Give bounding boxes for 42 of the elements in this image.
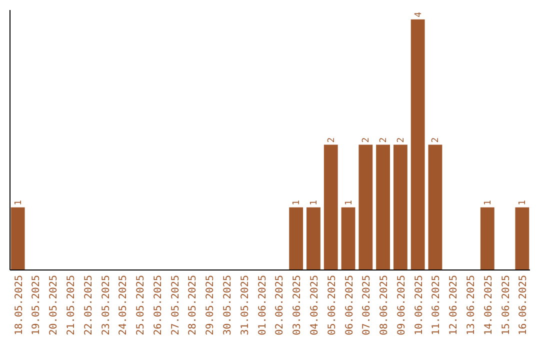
x-tick-label: 06.06.2025 bbox=[344, 275, 356, 336]
x-tick-label: 08.06.2025 bbox=[379, 275, 390, 336]
x-tick-label: 25.05.2025 bbox=[136, 275, 147, 336]
data-label: 1 bbox=[292, 200, 302, 206]
x-tick-label: 18.05.2025 bbox=[14, 275, 25, 336]
data-label: 2 bbox=[396, 137, 406, 143]
data-label: 1 bbox=[309, 200, 320, 206]
x-tick-label: 12.06.2025 bbox=[448, 275, 460, 336]
x-tick-label: 16.06.2025 bbox=[518, 275, 530, 336]
x-tick-label: 10.06.2025 bbox=[414, 275, 425, 336]
data-label: 2 bbox=[379, 137, 390, 143]
x-tick-label: 29.05.2025 bbox=[205, 275, 216, 336]
x-tick-label: 01.06.2025 bbox=[257, 275, 268, 336]
x-tick-label: 28.05.2025 bbox=[188, 275, 199, 336]
x-tick-label: 20.05.2025 bbox=[48, 275, 60, 336]
data-label: 2 bbox=[362, 137, 372, 143]
x-tick-label: 07.06.2025 bbox=[362, 275, 373, 336]
x-tick-label: 14.06.2025 bbox=[483, 275, 494, 336]
x-tick-label: 03.06.2025 bbox=[292, 275, 304, 336]
x-tick-label: 13.06.2025 bbox=[466, 275, 477, 336]
x-tick-label: 23.05.2025 bbox=[100, 275, 112, 336]
x-tick-label: 21.05.2025 bbox=[66, 275, 77, 336]
x-tick-label: 27.05.2025 bbox=[170, 275, 182, 336]
x-tick-label: 30.05.2025 bbox=[222, 275, 234, 336]
data-label: 4 bbox=[414, 12, 424, 18]
x-tick-label: 31.05.2025 bbox=[240, 275, 251, 336]
data-label: 1 bbox=[344, 200, 354, 206]
x-tick-label: 11.06.2025 bbox=[431, 275, 442, 336]
data-label: 2 bbox=[431, 137, 442, 143]
data-label: 2 bbox=[326, 137, 337, 143]
x-tick-label: 09.06.2025 bbox=[396, 275, 408, 336]
x-tick-label: 02.06.2025 bbox=[274, 275, 286, 336]
x-tick-label: 26.05.2025 bbox=[152, 275, 164, 336]
x-tick-label: 24.05.2025 bbox=[118, 275, 130, 336]
data-label: 1 bbox=[14, 200, 24, 206]
x-tick-label: 22.05.2025 bbox=[83, 275, 94, 336]
x-tick-label: 05.06.2025 bbox=[326, 275, 338, 336]
x-tick-label: 19.05.2025 bbox=[31, 275, 42, 336]
x-tick-label: 15.06.2025 bbox=[500, 275, 512, 336]
x-tick-label: 04.06.2025 bbox=[309, 275, 320, 336]
data-label: 1 bbox=[518, 200, 528, 206]
data-label: 1 bbox=[483, 200, 494, 206]
